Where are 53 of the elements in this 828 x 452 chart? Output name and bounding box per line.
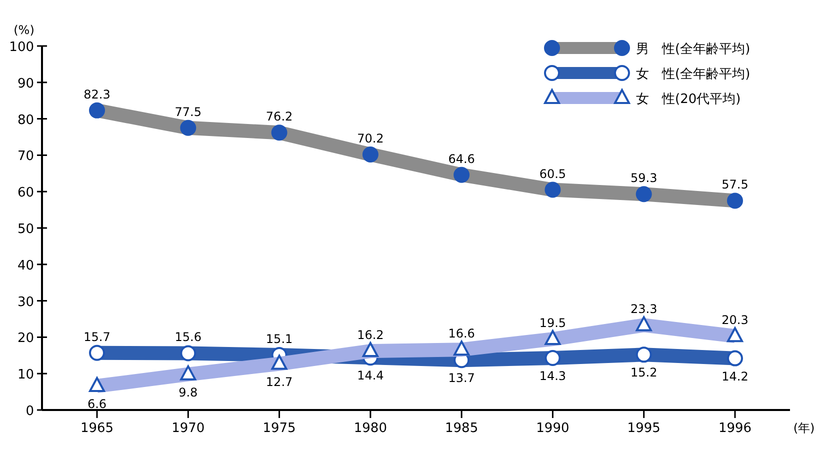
data-label: 19.5 — [539, 316, 566, 330]
x-tick-label: 1996 — [718, 421, 752, 436]
point — [544, 350, 561, 366]
x-tick-label: 1985 — [445, 421, 478, 436]
x-axis-title: (年) — [793, 421, 815, 435]
data-label: 15.1 — [266, 332, 293, 346]
y-tick-label: 60 — [17, 186, 34, 201]
y-tick-label: 90 — [17, 76, 34, 92]
y-tick-label: 100 — [9, 40, 34, 55]
data-label: 13.7 — [448, 371, 475, 386]
y-tick-label: 20 — [17, 331, 34, 346]
y-axis-title: (%) — [14, 23, 34, 37]
data-label: 64.6 — [448, 152, 475, 166]
legend-label: 女 性(全年齢平均) — [636, 67, 750, 82]
x-tick-label: 1965 — [80, 421, 114, 436]
legend-label: 女 性(20代平均) — [636, 92, 741, 107]
y-tick-label: 80 — [17, 112, 34, 128]
data-label: 15.7 — [84, 330, 110, 344]
data-label: 6.6 — [87, 396, 107, 411]
data-label: 14.2 — [722, 369, 748, 384]
data-label: 14.4 — [357, 368, 384, 383]
x-tick-label: 1995 — [627, 421, 660, 436]
data-label: 23.3 — [630, 302, 658, 316]
y-tick-label: 0 — [26, 404, 34, 419]
data-label: 60.5 — [539, 166, 566, 181]
legend-label: 男 性(全年齢平均) — [636, 42, 750, 57]
data-label: 82.3 — [84, 87, 110, 102]
point — [89, 344, 105, 361]
data-label: 15.2 — [630, 366, 658, 380]
data-label: 76.2 — [266, 110, 293, 124]
data-label: 77.5 — [174, 104, 202, 119]
y-tick-label: 50 — [17, 222, 34, 237]
data-label: 70.2 — [357, 131, 384, 146]
data-label: 57.5 — [722, 178, 748, 192]
point — [180, 345, 196, 362]
data-label: 14.3 — [539, 368, 566, 383]
data-label: 15.6 — [174, 330, 202, 344]
data-label: 20.3 — [722, 313, 748, 328]
data-label: 16.6 — [448, 326, 475, 341]
x-tick-label: 1975 — [262, 421, 296, 436]
y-tick-label: 10 — [17, 368, 34, 383]
y-tick-label: 30 — [17, 294, 34, 310]
data-label: 9.8 — [178, 385, 198, 400]
point — [636, 346, 652, 363]
y-tick-label: 70 — [17, 149, 34, 164]
x-tick-label: 1980 — [354, 421, 387, 436]
data-label: 59.3 — [630, 171, 658, 186]
data-label: 16.2 — [357, 328, 384, 342]
x-tick-label: 1970 — [172, 421, 205, 436]
point — [727, 350, 743, 366]
x-tick-label: 1990 — [536, 421, 570, 436]
y-tick-label: 40 — [17, 258, 34, 274]
data-label: 12.7 — [266, 374, 293, 389]
